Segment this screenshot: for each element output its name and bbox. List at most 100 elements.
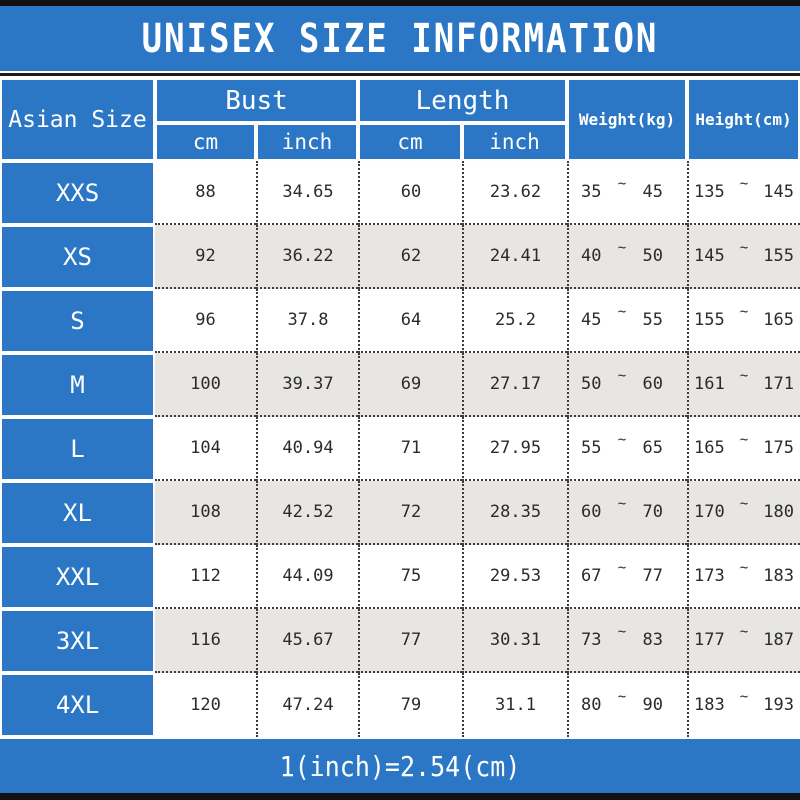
height-min: 145 xyxy=(694,246,725,266)
tilde-glyph: ~ xyxy=(617,624,627,640)
height-max: 175 xyxy=(763,438,794,458)
tilde-glyph: ~ xyxy=(617,689,627,705)
cell-weight-range: 35 ~ 45 xyxy=(567,161,687,225)
tilde-glyph: ~ xyxy=(739,176,749,192)
bottom-black-bar xyxy=(0,793,800,800)
header-length: Length xyxy=(358,78,567,123)
cell-length-inch: 28.35 xyxy=(462,481,567,545)
tilde-glyph: ~ xyxy=(617,560,627,576)
conversion-note: 1(inch)=2.54(cm) xyxy=(279,750,521,782)
tilde-glyph: ~ xyxy=(739,240,749,256)
cell-bust-inch: 42.52 xyxy=(256,481,358,545)
subheader-bust-inch: inch xyxy=(256,123,358,161)
header-bust: Bust xyxy=(155,78,358,123)
top-black-bar xyxy=(0,0,800,6)
cell-weight-range: 50 ~ 60 xyxy=(567,353,687,417)
cell-bust-cm: 116 xyxy=(155,609,256,673)
footer-band: 1(inch)=2.54(cm) xyxy=(0,737,800,793)
size-label-xs: XS xyxy=(0,225,155,289)
weight-min: 73 xyxy=(581,630,602,650)
cell-bust-inch: 36.22 xyxy=(256,225,358,289)
cell-length-cm: 71 xyxy=(358,417,462,481)
subheader-length-inch: inch xyxy=(462,123,567,161)
height-min: 165 xyxy=(694,438,725,458)
cell-height-range: 177 ~ 187 xyxy=(687,609,800,673)
cell-bust-inch: 37.8 xyxy=(256,289,358,353)
cell-length-cm: 62 xyxy=(358,225,462,289)
cell-bust-cm: 104 xyxy=(155,417,256,481)
cell-weight-range: 55 ~ 65 xyxy=(567,417,687,481)
size-label-xxs: XXS xyxy=(0,161,155,225)
height-max: 187 xyxy=(763,630,794,650)
tilde-glyph: ~ xyxy=(739,432,749,448)
height-max: 155 xyxy=(763,246,794,266)
cell-length-inch: 30.31 xyxy=(462,609,567,673)
cell-length-cm: 60 xyxy=(358,161,462,225)
weight-max: 55 xyxy=(642,310,663,330)
height-max: 193 xyxy=(763,695,794,715)
cell-length-cm: 75 xyxy=(358,545,462,609)
tilde-glyph: ~ xyxy=(739,368,749,384)
size-label-s: S xyxy=(0,289,155,353)
cell-length-inch: 27.95 xyxy=(462,417,567,481)
cell-height-range: 165 ~ 175 xyxy=(687,417,800,481)
height-min: 183 xyxy=(694,695,725,715)
tilde-glyph: ~ xyxy=(739,496,749,512)
weight-max: 45 xyxy=(642,182,663,202)
cell-length-inch: 31.1 xyxy=(462,673,567,737)
tilde-glyph: ~ xyxy=(739,560,749,576)
tilde-glyph: ~ xyxy=(617,304,627,320)
height-min: 173 xyxy=(694,566,725,586)
cell-weight-range: 40 ~ 50 xyxy=(567,225,687,289)
weight-max: 50 xyxy=(642,246,663,266)
weight-max: 65 xyxy=(642,438,663,458)
height-min: 177 xyxy=(694,630,725,650)
height-max: 145 xyxy=(763,182,794,202)
cell-height-range: 135 ~ 145 xyxy=(687,161,800,225)
size-label-4xl: 4XL xyxy=(0,673,155,737)
cell-length-cm: 77 xyxy=(358,609,462,673)
cell-bust-inch: 39.37 xyxy=(256,353,358,417)
cell-height-range: 155 ~ 165 xyxy=(687,289,800,353)
cell-length-inch: 29.53 xyxy=(462,545,567,609)
cell-length-cm: 79 xyxy=(358,673,462,737)
subheader-length-cm: cm xyxy=(358,123,462,161)
height-max: 171 xyxy=(763,374,794,394)
cell-length-inch: 27.17 xyxy=(462,353,567,417)
cell-bust-cm: 96 xyxy=(155,289,256,353)
weight-min: 45 xyxy=(581,310,602,330)
cell-length-cm: 64 xyxy=(358,289,462,353)
weight-min: 50 xyxy=(581,374,602,394)
height-min: 135 xyxy=(694,182,725,202)
cell-length-inch: 25.2 xyxy=(462,289,567,353)
weight-min: 60 xyxy=(581,502,602,522)
size-label-l: L xyxy=(0,417,155,481)
cell-bust-inch: 44.09 xyxy=(256,545,358,609)
height-max: 183 xyxy=(763,566,794,586)
cell-bust-inch: 34.65 xyxy=(256,161,358,225)
tilde-glyph: ~ xyxy=(739,689,749,705)
cell-height-range: 161 ~ 171 xyxy=(687,353,800,417)
size-label-xl: XL xyxy=(0,481,155,545)
cell-bust-inch: 45.67 xyxy=(256,609,358,673)
cell-length-cm: 72 xyxy=(358,481,462,545)
header-weight: Weight(kg) xyxy=(567,78,687,161)
cell-height-range: 183 ~ 193 xyxy=(687,673,800,737)
weight-max: 90 xyxy=(642,695,663,715)
cell-bust-inch: 47.24 xyxy=(256,673,358,737)
size-label-m: M xyxy=(0,353,155,417)
page-title: UNISEX SIZE INFORMATION xyxy=(141,14,659,63)
header-asian-size: Asian Size xyxy=(0,78,155,161)
tilde-glyph: ~ xyxy=(617,240,627,256)
height-min: 161 xyxy=(694,374,725,394)
weight-min: 40 xyxy=(581,246,602,266)
cell-bust-cm: 112 xyxy=(155,545,256,609)
tilde-glyph: ~ xyxy=(617,368,627,384)
cell-weight-range: 45 ~ 55 xyxy=(567,289,687,353)
size-label-xxl: XXL xyxy=(0,545,155,609)
cell-bust-cm: 92 xyxy=(155,225,256,289)
weight-max: 60 xyxy=(642,374,663,394)
size-table: Asian Size Bust Length Weight(kg) Height… xyxy=(0,78,800,737)
height-min: 155 xyxy=(694,310,725,330)
